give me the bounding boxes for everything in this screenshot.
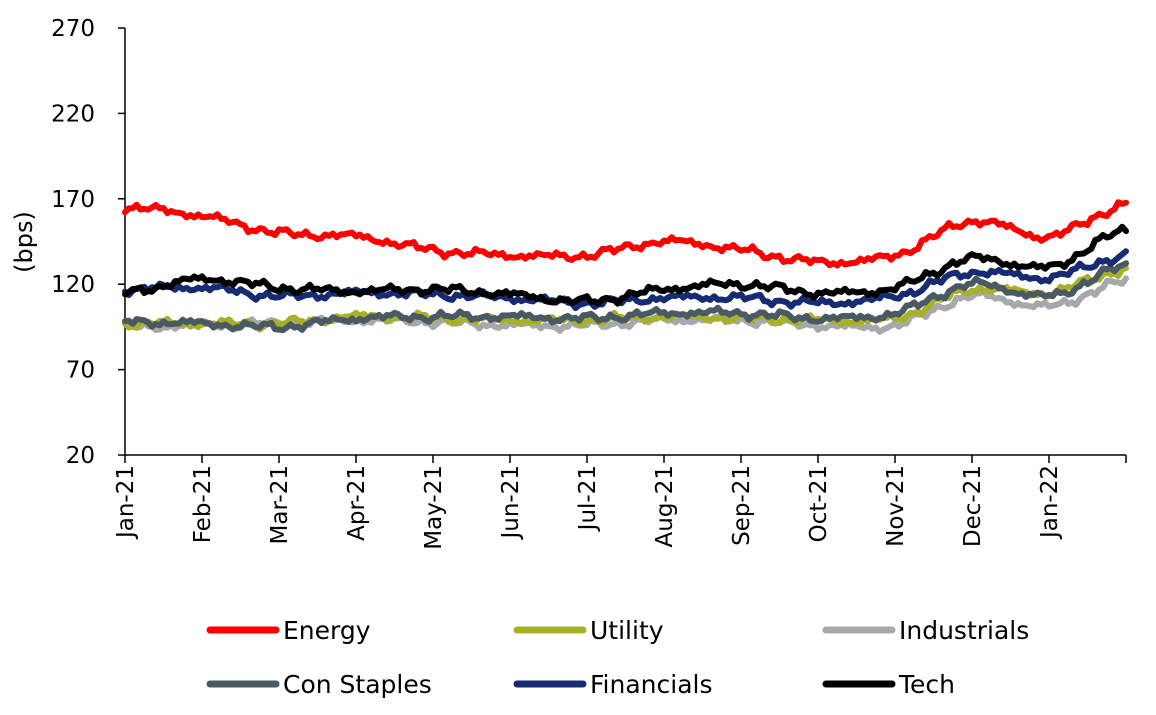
y-tick-label: 270 [51, 16, 95, 42]
x-tick-label: Sep-21 [729, 465, 755, 546]
axes [124, 28, 1126, 456]
x-tick-label: Nov-21 [883, 465, 909, 547]
x-tick-label: Jul-21 [575, 465, 601, 532]
y-tick-label: 220 [51, 101, 95, 127]
legend-label: Energy [283, 616, 371, 645]
x-tick-label: Dec-21 [960, 465, 986, 547]
x-tick-label: May-21 [421, 465, 447, 550]
y-axis-title: (bps) [10, 211, 38, 273]
series-line-tech [122, 223, 1129, 307]
legend-label: Industrials [899, 616, 1029, 645]
x-tick-label: Aug-21 [652, 465, 678, 547]
x-tick-label: Jan-22 [1037, 465, 1063, 540]
legend: Energy Utility Industrials Con Staples Finan… [206, 616, 1029, 699]
x-ticks: Jan-21 Feb-21 Mar-21 Apr-21 May-21 Jun-21 Jul-… [113, 455, 1127, 550]
y-tick-label: 70 [66, 358, 95, 384]
legend-label: Con Staples [283, 670, 432, 699]
x-tick-label: Feb-21 [190, 465, 216, 543]
legend-label: Financials [590, 670, 713, 699]
legend-label: Utility [590, 616, 664, 645]
x-tick-label: Oct-21 [806, 465, 832, 542]
y-tick-label: 170 [51, 187, 95, 213]
y-ticks: 20 70 120 170 220 270 [51, 16, 125, 469]
x-tick-label: Jan-21 [113, 465, 139, 540]
x-tick-label: Jun-21 [498, 465, 524, 541]
x-tick-label: Apr-21 [344, 465, 370, 541]
y-tick-label: 20 [66, 443, 95, 469]
series-layer [122, 199, 1129, 335]
series-line-energy [122, 199, 1129, 269]
x-tick-label: Mar-21 [267, 465, 293, 545]
legend-label: Tech [898, 670, 955, 699]
y-tick-label: 120 [51, 272, 95, 298]
series-line-con-staples [122, 260, 1129, 334]
